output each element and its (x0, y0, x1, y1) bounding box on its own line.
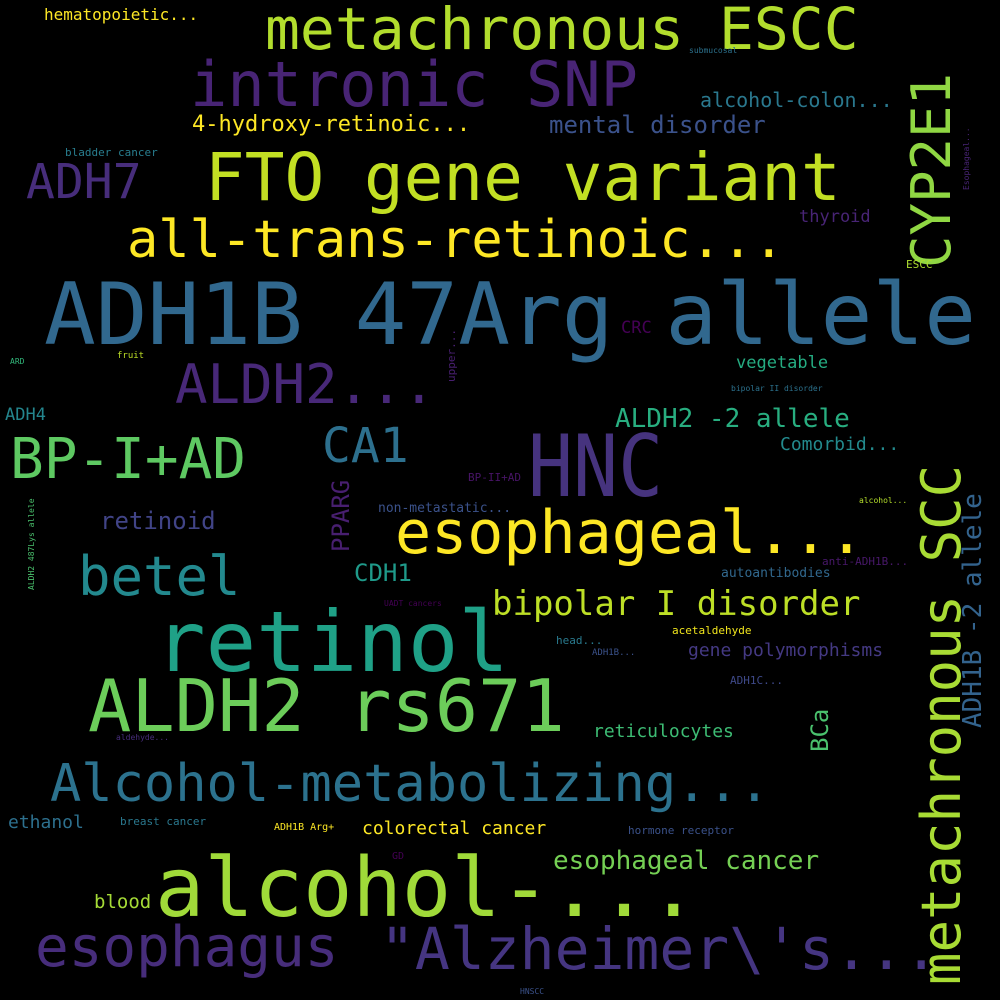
word: ARD (10, 357, 25, 366)
word: colorectal cancer (362, 818, 547, 839)
word: ADH1B... (592, 648, 636, 658)
word: esophagus (35, 915, 339, 980)
word: ESCC (906, 258, 933, 271)
word: ALDH2... (175, 353, 436, 416)
word: CA1 (322, 418, 409, 474)
word: alcohol-colon... (700, 88, 893, 112)
word: ethanol (8, 812, 84, 833)
word: PPARG (327, 479, 355, 552)
word: retinoid (100, 507, 216, 535)
word: upper... (445, 329, 458, 382)
word: ALDH2 rs671 (88, 664, 565, 748)
word: ADH4 (5, 405, 46, 425)
word: vegetable (736, 353, 829, 373)
word: all-trans-retinoic... (127, 210, 785, 270)
word: thyroid (799, 207, 871, 227)
word: ADH1B Arg+ (274, 822, 335, 833)
word: ADH1C... (730, 674, 783, 687)
word: 4-hydroxy-retinoic... (192, 112, 471, 137)
word: bipolar II disorder (731, 384, 823, 393)
word: gene polymorphisms (688, 640, 884, 661)
word: HNSCC (520, 987, 545, 996)
word: intronic SNP (190, 48, 638, 121)
word: aldehyde... (116, 733, 169, 742)
word: CRC (621, 318, 652, 338)
word: acetaldehyde (672, 624, 752, 637)
word: Comorbid... (780, 434, 900, 455)
word: non-metastatic... (378, 501, 512, 516)
word: breast cancer (120, 815, 207, 828)
word: CDH1 (354, 559, 412, 587)
word: bipolar I disorder (492, 584, 861, 624)
word: submucosal (689, 46, 738, 55)
word: hormone receptor (628, 824, 734, 837)
word: mental disorder (549, 111, 766, 139)
word: FTO gene variant (205, 139, 841, 216)
word: bladder cancer (65, 146, 158, 159)
word: reticulocytes (593, 721, 734, 742)
word: metachronous ESCC (265, 0, 859, 63)
word: BP-II+AD (468, 471, 521, 484)
word: ALDH2 -2 allele (615, 404, 850, 434)
word: "Alzheimer\'s... (380, 915, 939, 983)
word: HNC (528, 417, 664, 517)
word: esophageal cancer (553, 846, 820, 876)
word: UADT cancers (384, 599, 442, 608)
word: GD (392, 851, 405, 862)
word: autoantibodies (721, 566, 831, 581)
word: anti-ADH1B... (822, 555, 909, 568)
word: head... (556, 634, 603, 647)
word: fruit (117, 351, 145, 361)
word: ADH1B 47Arg allele (44, 265, 976, 365)
word: BCa (806, 708, 834, 752)
word: ADH1B -2 allele (958, 493, 988, 728)
word: blood (94, 891, 152, 913)
word: CYP2E1 (900, 72, 963, 268)
word: Esophageal... (962, 127, 971, 190)
word: alcohol... (859, 496, 908, 505)
word: retinol (155, 593, 510, 691)
word: BP-I+AD (10, 427, 247, 492)
word: ADH7 (26, 154, 142, 210)
word: esophageal... (395, 498, 865, 568)
word: alcohol-... (155, 841, 699, 936)
word: hematopoietic... (44, 5, 199, 24)
word: Alcohol-metabolizing... (50, 754, 771, 814)
word: betel (78, 545, 241, 608)
word: ALDH2 487Lys allele (27, 498, 36, 590)
